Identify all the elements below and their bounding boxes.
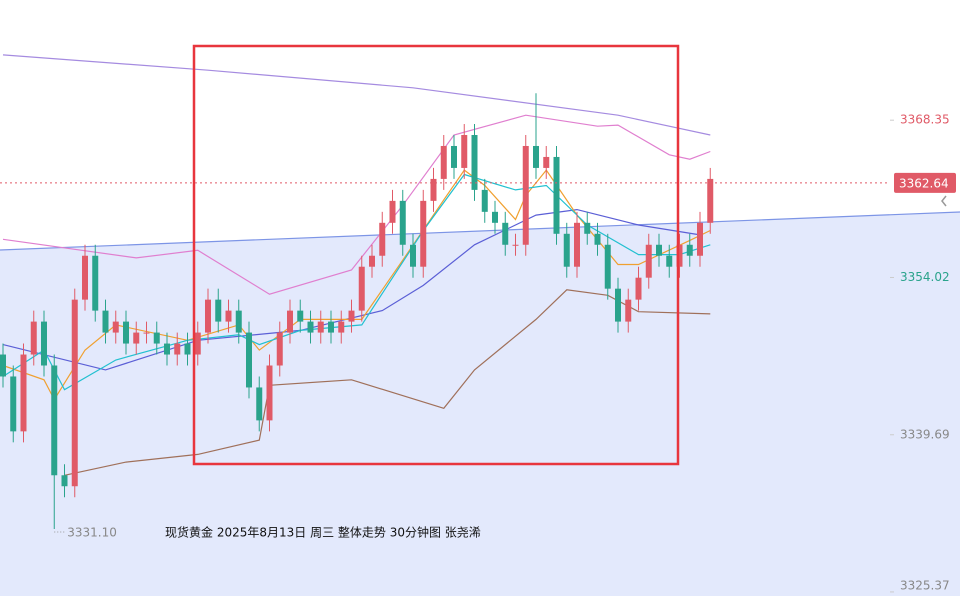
candle-body <box>287 310 293 333</box>
candle-body <box>461 135 468 168</box>
candle-body <box>123 321 129 344</box>
candle-body <box>328 321 334 333</box>
candle-body <box>481 189 488 212</box>
candle-body <box>451 145 457 168</box>
caption: 现货黄金 2025年8月13日 周三 整体走势 30分钟图 张尧浠 <box>165 525 481 540</box>
indicator-line <box>2 173 711 391</box>
candle-body <box>71 299 78 487</box>
y-tick-label: 3325.37 <box>900 579 950 593</box>
candle-body <box>61 475 68 487</box>
candle-body <box>707 178 714 223</box>
candle-body <box>266 365 273 421</box>
candle-body <box>430 178 437 201</box>
candle-body <box>51 365 58 476</box>
candle-body <box>615 288 621 322</box>
plot <box>0 54 714 530</box>
candle-body <box>143 332 150 334</box>
low-label: 3331.10 <box>67 526 117 540</box>
candle-body <box>533 145 539 168</box>
candle-body <box>215 299 222 322</box>
candle-body <box>512 244 519 246</box>
y-tick-label: 3339.69 <box>900 427 950 441</box>
candle-body <box>92 255 99 311</box>
candle-body <box>20 354 27 432</box>
candle-body <box>656 244 662 256</box>
candle-body <box>276 332 283 366</box>
candle-body <box>205 299 211 333</box>
candle-body <box>194 332 201 355</box>
candle-body <box>604 244 611 289</box>
trend-area <box>0 212 960 596</box>
candle-body <box>686 244 693 256</box>
candle-body <box>553 156 560 234</box>
candle-body <box>471 135 478 190</box>
candle-body <box>235 310 242 333</box>
candle-body <box>666 255 673 267</box>
indicator-line <box>2 54 711 136</box>
collapse-icon <box>941 195 947 207</box>
candle-body <box>164 343 170 355</box>
candle-body <box>492 211 498 223</box>
candle-body <box>420 200 427 267</box>
candle-body <box>358 266 365 311</box>
candle-body <box>379 222 386 256</box>
candle-body <box>297 310 304 322</box>
last-price-box <box>894 172 956 193</box>
candle-body <box>184 343 191 355</box>
candle-body <box>502 222 509 245</box>
candle-body <box>174 343 181 355</box>
y-tick-label: 3368.35 <box>900 113 950 127</box>
candle-body <box>574 222 580 267</box>
candle-body <box>82 255 88 300</box>
candle-body <box>317 321 324 333</box>
candle-body <box>522 145 529 245</box>
candle-body <box>389 200 396 223</box>
trend-line <box>0 211 960 251</box>
candle-body <box>410 244 416 267</box>
highlight-box <box>192 44 680 466</box>
candle-body <box>246 332 252 388</box>
candle-body <box>348 310 355 322</box>
candle-body <box>30 321 37 355</box>
candle-body <box>307 321 314 333</box>
candle-body <box>563 233 570 267</box>
candle-body <box>256 387 263 421</box>
candle-body <box>369 255 375 267</box>
candle-body <box>0 354 6 377</box>
candle-body <box>338 321 345 333</box>
candle-body <box>584 222 591 234</box>
candle-body <box>625 299 632 322</box>
candle-body <box>225 310 232 322</box>
candle-body <box>10 376 17 432</box>
candle-body <box>440 145 447 179</box>
last-price-label: 3362.64 <box>899 176 949 190</box>
candle-body <box>102 310 109 333</box>
y-tick-label: 3354.02 <box>900 270 950 284</box>
candle-body <box>543 156 550 168</box>
indicator-line <box>2 114 711 295</box>
candle-body <box>635 277 642 300</box>
candle-body <box>697 222 703 256</box>
candle-body <box>112 321 119 333</box>
candle-body <box>41 321 47 366</box>
candle-body <box>676 244 683 267</box>
candle-body <box>133 332 140 344</box>
candle-body <box>645 244 652 278</box>
candle-body <box>153 332 160 344</box>
candle-body <box>399 200 406 245</box>
candle-body <box>594 233 601 245</box>
